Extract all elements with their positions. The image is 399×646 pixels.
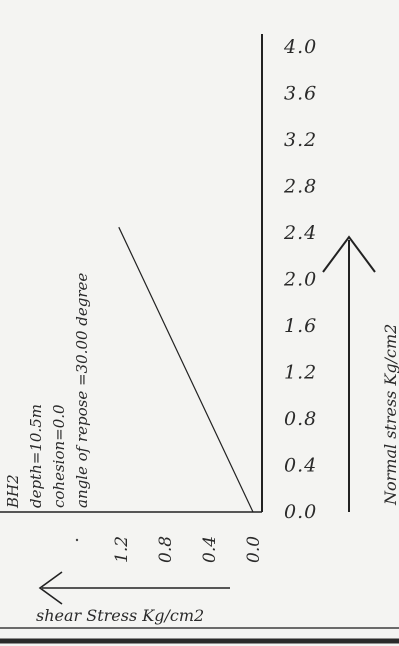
y-tick-label: 2.0 — [283, 269, 317, 291]
annotation-depth: depth=10.5m — [27, 404, 45, 508]
failure-envelope-line — [118, 226, 254, 513]
x-tick-label: 0.0 — [244, 536, 264, 563]
annotation-cohesion: cohesion=0.0 — [50, 404, 68, 508]
x-axis-title: shear Stress Kg/cm2 — [36, 606, 204, 625]
y-tick-label: 0.8 — [284, 408, 317, 430]
y-tick-label: 4.0 — [283, 36, 317, 58]
y-tick-label: 3.6 — [284, 83, 317, 105]
y-tick-label: 2.8 — [283, 176, 317, 198]
y-tick-label: 1.2 — [284, 362, 317, 384]
y-tick-label: 1.6 — [284, 315, 317, 337]
shear-stress-arrow — [38, 571, 230, 605]
x-tick-label: 1.2 — [112, 536, 132, 563]
x-tick-label: 0.8 — [156, 536, 176, 563]
y-tick-label: 0.0 — [284, 501, 317, 523]
scan-speck — [75, 538, 79, 542]
y-tick-label: 2.4 — [283, 222, 317, 244]
annotation-angle: angle of repose =30.00 degree — [73, 273, 91, 508]
y-tick-label: 0.4 — [284, 455, 317, 477]
annotation-borehole: BH2 — [4, 474, 22, 509]
y-axis-title: Normal stress Kg/cm2 — [381, 324, 399, 506]
x-tick-label: 0.4 — [200, 536, 220, 563]
normal-stress-arrow — [322, 235, 376, 512]
y-tick-label: 3.2 — [284, 129, 317, 151]
